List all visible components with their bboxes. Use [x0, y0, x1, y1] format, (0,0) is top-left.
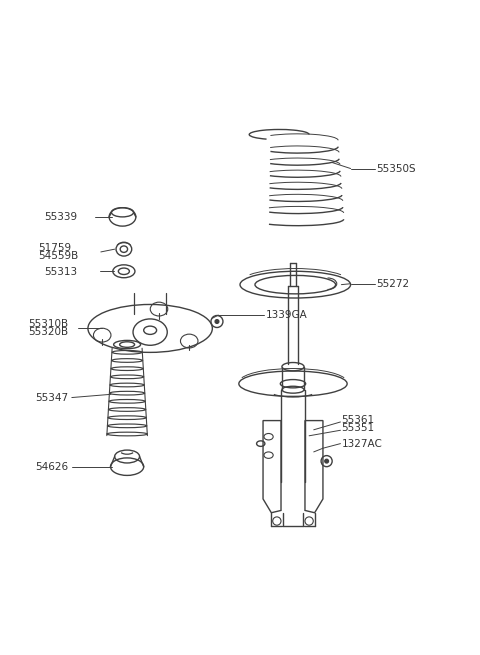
Circle shape	[325, 459, 328, 463]
Text: 55310B: 55310B	[28, 319, 68, 329]
Text: 1327AC: 1327AC	[341, 439, 382, 449]
Text: 55272: 55272	[376, 279, 409, 289]
Text: 55313: 55313	[44, 267, 77, 277]
Circle shape	[215, 320, 219, 324]
Text: 54626: 54626	[35, 462, 68, 472]
Text: 51759: 51759	[38, 243, 72, 253]
Text: 55347: 55347	[35, 392, 68, 403]
Text: 1339GA: 1339GA	[265, 310, 307, 320]
Text: 55351: 55351	[341, 423, 374, 433]
Text: 54559B: 54559B	[38, 251, 79, 261]
Text: 55339: 55339	[44, 212, 77, 222]
Text: 55361: 55361	[341, 415, 374, 424]
Text: 55350S: 55350S	[376, 164, 416, 174]
Text: 55320B: 55320B	[28, 327, 68, 337]
